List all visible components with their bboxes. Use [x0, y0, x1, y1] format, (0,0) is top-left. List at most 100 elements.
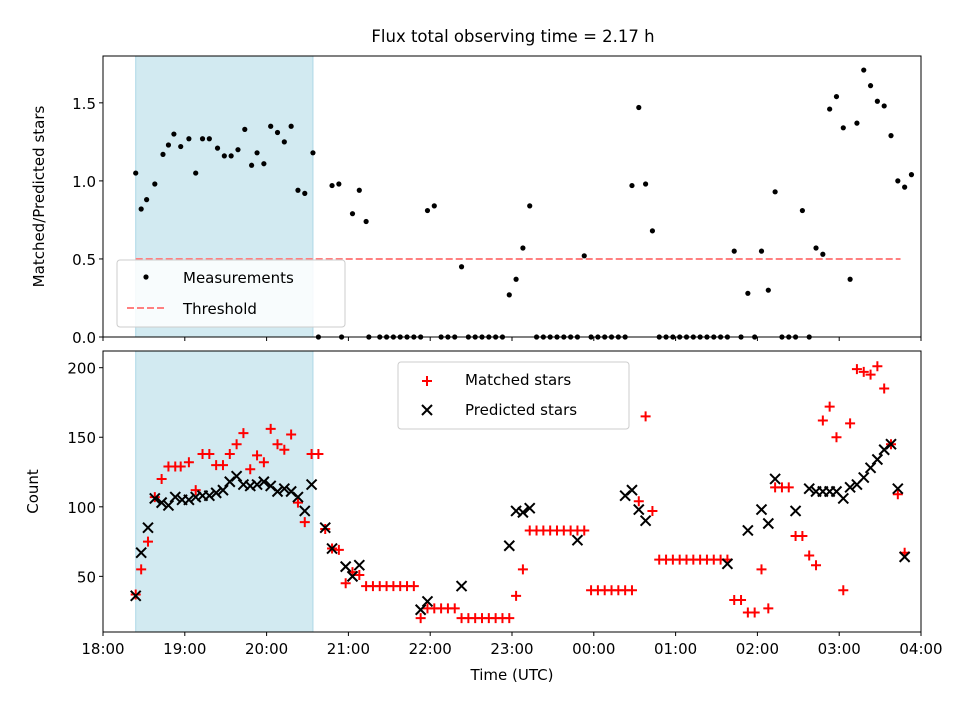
data-point	[503, 540, 515, 552]
data-point	[152, 181, 158, 187]
data-point	[511, 590, 522, 601]
data-point	[783, 482, 794, 493]
legend-label: Measurements	[183, 269, 294, 287]
data-point	[292, 497, 303, 508]
data-point	[271, 485, 284, 498]
data-point	[183, 457, 194, 468]
data-point	[755, 503, 768, 516]
data-point	[838, 585, 849, 596]
data-point	[874, 98, 880, 104]
data-point	[851, 364, 862, 375]
data-point	[762, 517, 775, 530]
data-point	[135, 547, 147, 559]
data-point	[251, 478, 263, 491]
data-point	[817, 415, 828, 426]
data-point	[224, 448, 235, 459]
x-tick-label: 21:00	[327, 640, 370, 658]
y-tick-label: 50	[77, 568, 96, 586]
data-point	[840, 125, 846, 131]
x-tick-label: 03:00	[818, 640, 861, 658]
x-tick-label: 19:00	[163, 640, 206, 658]
legend-label: Threshold	[182, 300, 257, 318]
data-point	[292, 491, 304, 503]
legend-box	[397, 361, 630, 430]
data-point	[346, 570, 359, 583]
data-point	[772, 189, 778, 195]
data-point	[245, 464, 256, 475]
y-axis-label: Count	[24, 469, 42, 514]
data-point	[329, 182, 335, 189]
data-point	[414, 604, 427, 616]
y-tick-label: 100	[67, 499, 96, 517]
data-point	[867, 83, 874, 89]
data-point	[742, 524, 754, 537]
data-point	[858, 366, 869, 377]
data-point	[214, 145, 221, 151]
data-point	[626, 484, 638, 496]
data-point	[888, 133, 894, 139]
data-point	[242, 126, 248, 132]
data-point	[155, 496, 168, 509]
data-point	[415, 613, 426, 624]
data-point	[310, 150, 316, 156]
data-point	[845, 418, 856, 429]
data-point	[228, 153, 234, 159]
data-point	[864, 462, 877, 474]
data-point	[885, 438, 897, 450]
data-point	[902, 184, 908, 190]
data-point	[458, 264, 465, 270]
top-panel-ratio-plot: 0.0 0.5 1.0 1.5 Matched/Predicted stars Measu…	[30, 55, 922, 347]
data-point	[165, 142, 172, 148]
data-point	[203, 489, 216, 502]
data-point	[238, 428, 249, 439]
data-point	[286, 429, 297, 440]
data-point	[847, 276, 853, 282]
data-point	[130, 590, 142, 602]
data-point	[235, 147, 241, 153]
data-point	[581, 253, 587, 259]
data-point	[149, 492, 161, 505]
data-point	[804, 550, 815, 561]
data-point	[144, 197, 150, 203]
data-point	[455, 580, 468, 592]
data-point	[354, 569, 365, 580]
data-point	[186, 136, 192, 142]
data-point	[813, 245, 819, 251]
data-point	[162, 499, 175, 512]
x-axis-label: Time (UTC)	[470, 666, 554, 684]
data-point	[833, 93, 840, 100]
data-point	[865, 369, 876, 380]
data-point	[175, 461, 186, 472]
data-point	[756, 564, 767, 575]
legend-marker-dot	[143, 274, 149, 280]
data-point	[854, 120, 860, 126]
data-point	[571, 534, 584, 546]
legend-marker-x	[421, 404, 433, 416]
x-tick-label: 00:00	[572, 640, 615, 658]
data-point	[272, 439, 283, 450]
data-point	[844, 481, 856, 494]
data-point	[640, 411, 651, 422]
data-point	[183, 494, 195, 506]
data-point	[193, 170, 199, 176]
data-point	[305, 478, 318, 491]
bottom-panel-count-plot: 50 100 150 200 18:00 19:00 20:00 21:00 22:00 23:0…	[24, 350, 943, 684]
series-predicted-stars	[130, 438, 911, 616]
data-point	[353, 559, 366, 571]
data-point	[326, 542, 338, 555]
data-point	[892, 489, 903, 500]
data-point	[731, 248, 737, 254]
data-point	[736, 595, 747, 606]
data-point	[258, 457, 269, 468]
data-point	[281, 139, 287, 145]
data-point	[204, 448, 215, 459]
data-point	[649, 228, 656, 234]
data-point	[217, 484, 229, 496]
legend-marker-plus	[422, 376, 432, 386]
data-point	[169, 491, 181, 503]
data-point	[765, 287, 771, 293]
data-point	[138, 206, 144, 212]
data-point	[898, 551, 911, 563]
data-point	[803, 483, 815, 495]
